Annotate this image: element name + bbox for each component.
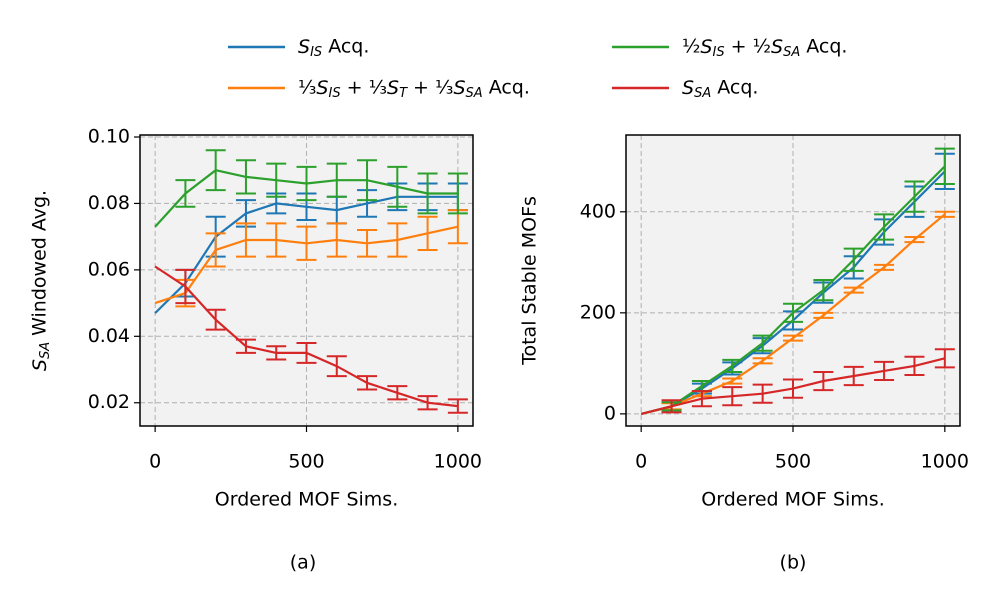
error-bar [357, 375, 378, 391]
error-bar [752, 357, 773, 365]
error-bar [843, 286, 864, 294]
x-tick-label: 0 [635, 451, 647, 473]
error-bar [691, 390, 712, 408]
error-bar [904, 236, 925, 244]
y-tick-label: 200 [580, 301, 616, 323]
y-tick-label: 400 [580, 200, 616, 222]
error-bar [783, 378, 803, 399]
error-bar [722, 377, 743, 385]
error-bar [387, 222, 408, 258]
error-bar [934, 210, 955, 218]
error-bar [813, 311, 834, 319]
error-bar [904, 180, 925, 213]
error-bar [175, 268, 196, 305]
error-bar [235, 338, 256, 354]
error-bar [447, 172, 468, 215]
error-bar [752, 383, 773, 404]
error-bar [813, 278, 834, 302]
legend-label: ⅓SIS​ + ⅓ST​ + ⅓SSA​ Acq. [298, 77, 530, 101]
error-bar [722, 358, 743, 373]
error-bar [235, 222, 256, 258]
caption: (a) [290, 552, 316, 574]
error-bar [326, 355, 347, 378]
error-bar [357, 159, 378, 202]
x-tick-label: 1000 [434, 451, 482, 473]
x-tick-label: 0 [149, 451, 161, 473]
axes-frame [139, 134, 474, 427]
x-axis-label: Ordered MOF Sims. [701, 489, 884, 511]
error-bar [934, 348, 955, 369]
error-bar [783, 302, 803, 323]
error-bar [387, 385, 408, 401]
error-bar [326, 162, 347, 198]
error-bar [296, 225, 317, 261]
error-bar [783, 334, 803, 342]
y-axis-label: Total Stable MOFs [519, 196, 541, 366]
legend-label: ½SIS​ + ½SSA​ Acq. [682, 36, 847, 60]
x-tick-label: 500 [288, 451, 324, 473]
error-bar [843, 247, 864, 272]
y-tick-label: 0 [604, 402, 616, 424]
error-bar [661, 399, 682, 414]
y-tick-label: 0.08 [88, 192, 130, 214]
legend-label: SSA​ Acq. [682, 77, 758, 101]
error-bar [417, 215, 438, 251]
error-bar [357, 229, 378, 258]
error-bar [175, 179, 196, 208]
error-bar [934, 147, 955, 186]
error-bar [266, 345, 287, 361]
error-bar [752, 334, 773, 352]
error-bar [296, 341, 317, 364]
error-bar [417, 395, 438, 411]
y-tick-label: 0.02 [88, 391, 130, 413]
x-tick-label: 1000 [921, 451, 969, 473]
error-bar [874, 263, 895, 271]
error-bar [722, 386, 743, 407]
y-tick-label: 0.06 [88, 258, 130, 280]
error-bar [266, 222, 287, 258]
error-bar [904, 355, 925, 376]
error-bar [326, 222, 347, 258]
error-bar [874, 213, 895, 241]
error-bar [447, 398, 468, 414]
y-axis-label: SSA​ Windowed Avg. [29, 190, 53, 371]
x-tick-label: 500 [775, 451, 811, 473]
x-axis-label: Ordered MOF Sims. [215, 489, 398, 511]
error-bar [417, 172, 438, 215]
error-bar [266, 162, 287, 198]
y-tick-label: 0.10 [88, 125, 130, 147]
error-bar [813, 370, 834, 392]
error-bar [387, 165, 408, 208]
error-bar [235, 159, 256, 195]
error-bar [205, 149, 226, 192]
legend-label: SIS​ Acq. [298, 36, 369, 60]
error-bar [205, 232, 226, 268]
caption: (b) [780, 552, 807, 574]
y-tick-label: 0.04 [88, 325, 130, 347]
error-bar [296, 165, 317, 202]
error-bar [205, 308, 226, 331]
error-bar [843, 365, 864, 387]
error-bar [874, 360, 895, 382]
axes-frame [625, 134, 961, 427]
